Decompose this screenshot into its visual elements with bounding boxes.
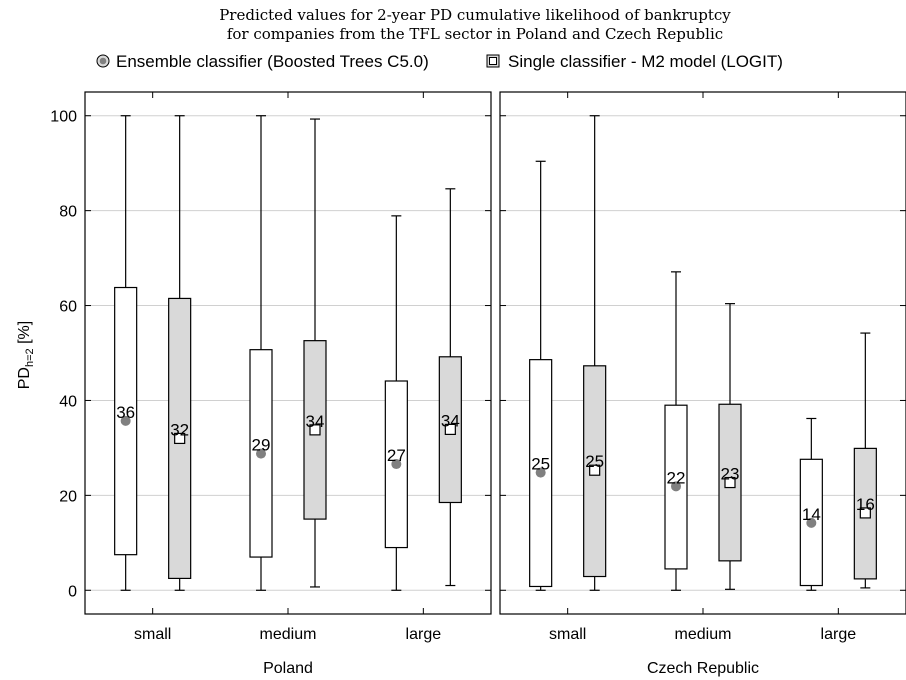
legend-marker-ensemble-dot: [99, 57, 107, 65]
chart-subtitle: for companies from the TFL sector in Pol…: [227, 25, 723, 43]
y-tick-label: 100: [50, 109, 77, 126]
data-label: 36: [116, 403, 135, 422]
data-label: 27: [387, 446, 406, 465]
panel-frame: [84, 91, 492, 615]
box-small-ensemble: 25: [529, 160, 553, 591]
data-label: 32: [170, 420, 189, 439]
box-medium-logit: 23: [718, 303, 742, 590]
mean-marker: [120, 415, 131, 426]
y-tick-label: 0: [68, 583, 77, 600]
panel-frame: [499, 91, 906, 615]
x-tick-label: large: [406, 626, 442, 643]
y-tick-label: 80: [59, 204, 77, 221]
panel-czech-republic: small 25 25 medium 22 23 large 14 16 Czech Republ…: [499, 91, 906, 677]
box-large-logit: 16: [853, 332, 877, 589]
data-label: 23: [721, 465, 740, 484]
mean-marker: [256, 448, 266, 459]
data-label: 16: [856, 495, 875, 514]
box-large-logit: 34: [438, 188, 462, 587]
mean-marker: [535, 467, 546, 478]
panel-label: Poland: [263, 660, 313, 677]
mean-marker: [391, 459, 402, 470]
mean-marker: [444, 423, 456, 436]
data-label: 29: [252, 436, 271, 455]
box-small-ensemble: 36: [114, 115, 138, 591]
mean-marker: [671, 481, 681, 492]
legend: Ensemble classifier (Boosted Trees C5.0)…: [96, 52, 783, 71]
x-tick-label: medium: [260, 626, 317, 643]
mean-marker: [806, 517, 817, 528]
data-label: 34: [306, 412, 325, 431]
panel-poland: small 36 32 medium 29 34 large 27 34 0 20 40 60 80 100…: [50, 91, 492, 677]
legend-label-logit: Single classifier - M2 model (LOGIT): [508, 52, 783, 71]
y-axis-title: PDh=2 [%]: [16, 321, 36, 389]
box-medium-ensemble: 29: [249, 115, 273, 591]
box-large-ensemble: 27: [384, 215, 408, 591]
box-small-logit: 25: [583, 115, 607, 591]
x-tick-label: small: [549, 626, 586, 643]
box-small-logit: 32: [168, 115, 192, 591]
plot-layer: small 36 32 medium 29 34 large 27 34 0 20 40 60 80 100…: [50, 91, 906, 677]
y-tick-label: 40: [59, 393, 77, 410]
x-tick-label: medium: [675, 626, 732, 643]
y-tick-label: 20: [59, 488, 77, 505]
data-label: 25: [585, 452, 604, 471]
box-large-ensemble: 14: [799, 417, 823, 591]
data-label: 25: [531, 455, 550, 474]
legend-label-ensemble: Ensemble classifier (Boosted Trees C5.0): [116, 52, 429, 71]
mean-marker: [174, 432, 186, 445]
panel-label: Czech Republic: [647, 660, 759, 677]
x-tick-label: large: [821, 626, 857, 643]
mean-marker: [589, 464, 601, 476]
y-tick-label: 60: [59, 299, 77, 316]
box-medium-logit: 34: [303, 118, 327, 588]
legend-marker-logit-square: [489, 57, 497, 65]
x-tick-label: small: [134, 626, 171, 643]
box-medium-ensemble: 22: [664, 271, 688, 591]
mean-marker: [309, 424, 321, 436]
chart-title: Predicted values for 2-year PD cumulativ…: [219, 6, 731, 24]
mean-marker: [724, 476, 736, 489]
data-label: 22: [667, 468, 686, 487]
data-label: 34: [441, 411, 460, 430]
data-label: 14: [802, 505, 821, 524]
mean-marker: [859, 507, 871, 519]
